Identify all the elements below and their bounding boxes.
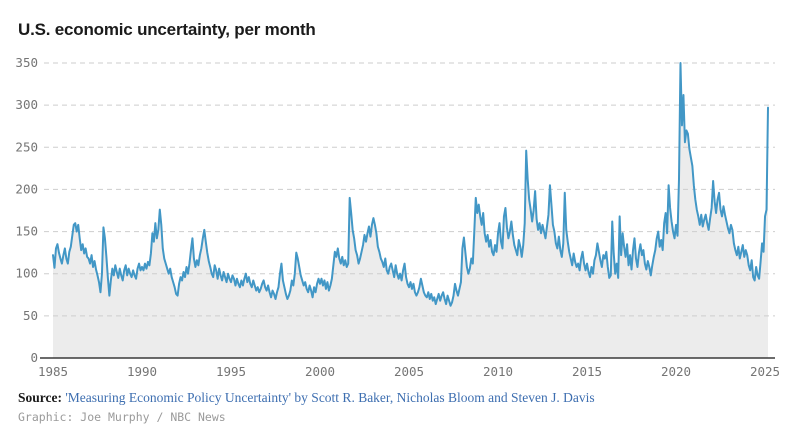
- x-tick-label: 2005: [394, 364, 424, 379]
- chart-title: U.S. economic uncertainty, per month: [18, 20, 316, 40]
- area-fill: [53, 63, 768, 358]
- y-tick-label: 200: [15, 181, 38, 196]
- x-tick-label: 1990: [127, 364, 157, 379]
- x-tick-label: 2015: [572, 364, 602, 379]
- x-tick-label: 2010: [483, 364, 513, 379]
- x-tick-label: 2020: [661, 364, 691, 379]
- y-tick-label: 150: [15, 224, 38, 239]
- graphic-credit: Graphic: Joe Murphy / NBC News: [18, 410, 226, 424]
- source-line: Source: 'Measuring Economic Policy Uncer…: [18, 390, 595, 406]
- source-link[interactable]: 'Measuring Economic Policy Uncertainty' …: [65, 390, 595, 405]
- y-tick-label: 250: [15, 139, 38, 154]
- y-tick-label: 50: [23, 308, 38, 323]
- y-tick-label: 350: [15, 55, 38, 70]
- y-tick-label: 0: [30, 350, 38, 365]
- y-tick-label: 100: [15, 266, 38, 281]
- x-tick-label: 1985: [38, 364, 68, 379]
- x-tick-label: 2025: [750, 364, 780, 379]
- x-tick-label: 1995: [216, 364, 246, 379]
- data-line: [52, 62, 769, 307]
- y-tick-label: 300: [15, 97, 38, 112]
- x-tick-label: 2000: [305, 364, 335, 379]
- source-label: Source:: [18, 390, 62, 405]
